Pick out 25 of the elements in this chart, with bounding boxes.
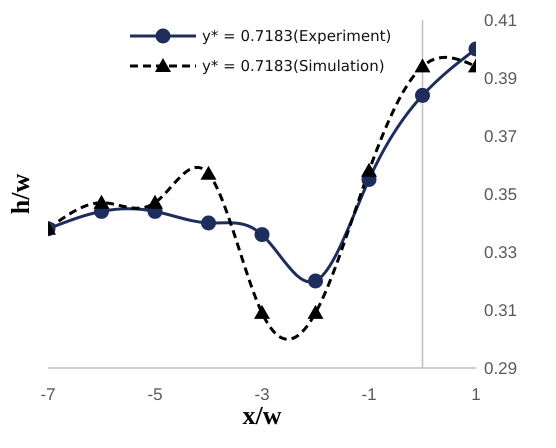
point <box>415 88 430 103</box>
legend-label: y* = 0.7183(Experiment) <box>202 27 392 45</box>
y-tick-label: 0.37 <box>484 127 518 146</box>
point <box>201 216 216 230</box>
point <box>308 274 323 288</box>
point <box>94 194 110 209</box>
y-tick-label: 0.31 <box>484 301 518 320</box>
point <box>254 304 270 319</box>
point <box>147 194 163 209</box>
x-tick-label: -1 <box>361 385 377 404</box>
y-axis-title: h/w <box>6 174 36 214</box>
x-tick-label: -5 <box>147 385 163 404</box>
y-tick-label: 0.29 <box>484 359 518 378</box>
point <box>308 304 324 319</box>
x-tick-label: 1 <box>471 385 481 404</box>
point <box>254 227 270 242</box>
y-tick-label: 0.41 <box>484 11 518 30</box>
x-tick-label: -7 <box>40 385 56 404</box>
point <box>361 162 377 177</box>
point <box>200 166 216 180</box>
y-tick-label: 0.35 <box>484 185 518 204</box>
y-tick-label: 0.33 <box>484 243 518 262</box>
point <box>414 58 430 72</box>
legend-label: y* = 0.7183(Simulation) <box>202 57 385 75</box>
y-tick-label: 0.39 <box>484 69 518 88</box>
